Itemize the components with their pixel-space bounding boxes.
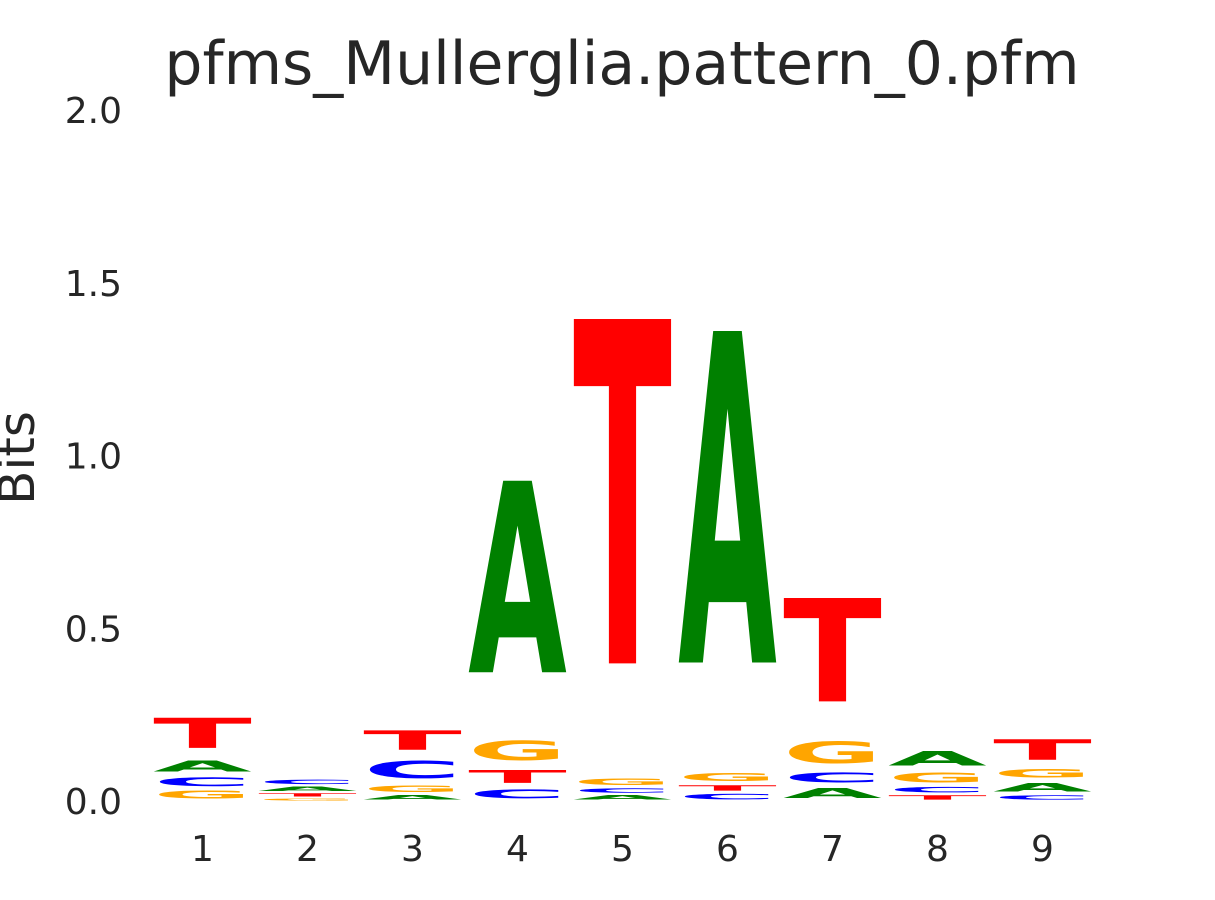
x-tick-label: 4 — [506, 829, 529, 870]
logo-letter-T-pos-9: T — [993, 734, 1092, 767]
logo-letter-T-pos-4: T — [468, 767, 567, 788]
logo-letter-C-pos-4: C — [468, 787, 567, 801]
y-tick-label: 0.0 — [65, 782, 122, 823]
logo-letter-C-pos-7: C — [783, 770, 882, 786]
x-tick-label: 6 — [716, 829, 739, 870]
logo-letter-G-pos-7: G — [783, 735, 882, 769]
logo-letter-T-pos-3: T — [363, 725, 462, 756]
logo-letter-A-pos-9: A — [993, 780, 1092, 794]
logo-letter-C-pos-3: C — [363, 756, 462, 784]
logo-letter-A-pos-5: A — [573, 794, 672, 801]
logo-letter-G-pos-6: G — [678, 772, 777, 784]
y-axis-label: Bits — [0, 411, 46, 505]
logo-letter-G-pos-1: G — [153, 789, 252, 801]
y-tick-label: 1.5 — [65, 264, 122, 305]
logo-letter-A-pos-1: A — [153, 758, 252, 775]
chart-title: pfms_Mullerglia.pattern_0.pfm — [164, 29, 1079, 99]
logo-letter-A-pos-6: A — [678, 240, 778, 770]
logo-letter-A-pos-7: A — [783, 786, 882, 801]
logo-letter-A-pos-2: A — [258, 786, 357, 793]
logo-letter-G-pos-8: G — [888, 770, 987, 785]
logo-letter-C-pos-5: C — [573, 787, 672, 794]
logo-letter-T-pos-1: T — [153, 710, 252, 758]
logo-letter-C-pos-1: C — [153, 775, 252, 789]
x-tick-label: 3 — [401, 829, 424, 870]
logo-letter-C-pos-2: C — [258, 779, 357, 786]
logo-letter-A-pos-4: A — [468, 428, 567, 735]
logo-letter-G-pos-4: G — [468, 735, 567, 766]
x-tick-label: 9 — [1031, 829, 1054, 870]
y-tick-label: 1.0 — [65, 437, 122, 478]
x-axis-ticks: 1 2 3 4 5 6 7 8 9 — [191, 829, 1054, 870]
y-tick-label: 2.0 — [65, 91, 122, 132]
logo-letter-G-pos-2: G — [258, 798, 357, 801]
y-tick-label: 0.5 — [65, 609, 122, 650]
logo-letter-T-pos-5: T — [573, 227, 672, 776]
logo-letter-T-pos-7: T — [783, 570, 882, 735]
logo-letter-T-pos-6: T — [678, 784, 777, 793]
logo-letter-G-pos-3: G — [363, 784, 462, 794]
x-tick-label: 2 — [296, 829, 319, 870]
logo-letter-A-pos-3: A — [363, 794, 462, 801]
x-tick-label: 7 — [821, 829, 844, 870]
logo-letter-T-pos-2: T — [258, 792, 357, 797]
x-tick-label: 5 — [611, 829, 634, 870]
logo-letter-G-pos-5: G — [573, 777, 672, 787]
y-axis-ticks: 0.0 0.5 1.0 1.5 2.0 — [65, 91, 122, 823]
logo-letter-C-pos-9: C — [993, 794, 1092, 801]
logo-letter-A-pos-8: A — [888, 747, 987, 770]
logo-letter-C-pos-8: C — [888, 786, 987, 795]
logo-letter-T-pos-8: T — [888, 794, 987, 801]
x-tick-label: 8 — [926, 829, 949, 870]
x-tick-label: 1 — [191, 829, 214, 870]
logo-letter-G-pos-9: G — [993, 767, 1092, 781]
logo-letter-C-pos-6: C — [678, 792, 777, 801]
